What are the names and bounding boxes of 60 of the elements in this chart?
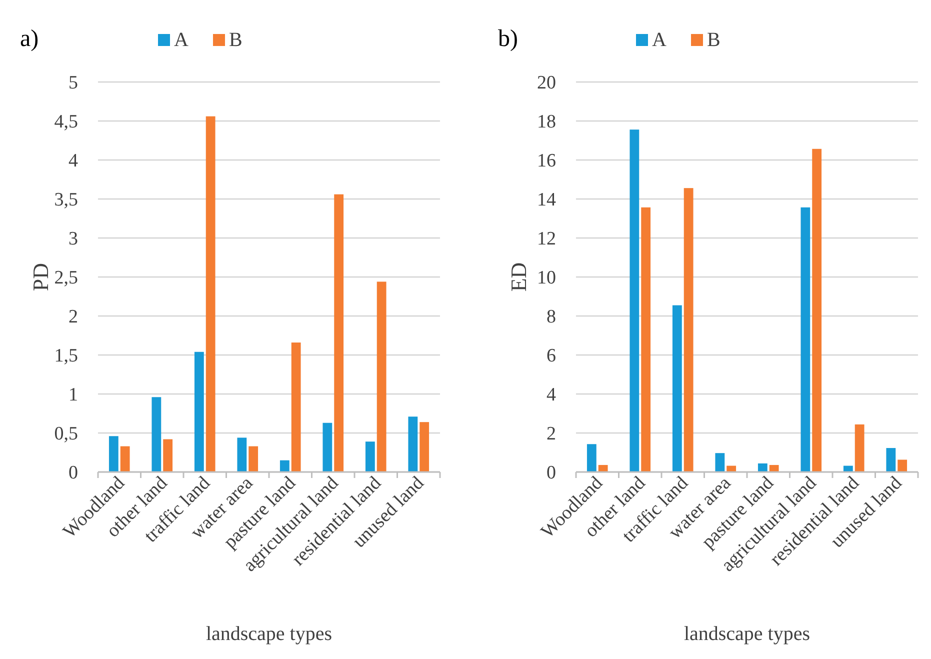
- y-tick-label: 4: [546, 384, 556, 406]
- x-axis-title: landscape types: [206, 623, 332, 645]
- bar: [672, 305, 682, 472]
- bar: [408, 416, 418, 472]
- y-tick-label: 0,5: [54, 424, 78, 445]
- legend-label: A: [652, 29, 667, 51]
- y-tick-label: 2: [68, 306, 78, 328]
- bar: [322, 422, 332, 472]
- chart-title: b): [498, 26, 518, 52]
- bar: [854, 424, 864, 472]
- y-tick-label: 12: [537, 228, 556, 250]
- bar: [248, 446, 258, 472]
- legend-label: B: [707, 29, 720, 51]
- bar: [280, 460, 290, 472]
- y-tick-label: 6: [546, 346, 556, 367]
- bar: [715, 453, 725, 472]
- bar: [630, 130, 640, 472]
- y-tick-label: 3: [68, 228, 78, 250]
- y-tick-label: 20: [537, 72, 556, 94]
- y-tick-label: 2,5: [54, 268, 78, 289]
- y-tick-label: 4: [68, 150, 78, 172]
- bar: [769, 464, 779, 472]
- y-tick-label: 5: [68, 72, 78, 94]
- y-tick-label: 16: [537, 150, 556, 172]
- legend-label: A: [174, 29, 189, 51]
- bar: [758, 463, 768, 472]
- y-tick-label: 3,5: [54, 190, 78, 211]
- y-axis-title: PD: [28, 262, 53, 292]
- bar: [237, 438, 247, 472]
- y-tick-label: 14: [537, 190, 556, 211]
- bar: [886, 448, 896, 472]
- y-tick-label: 1: [68, 384, 78, 406]
- x-axis-title: landscape types: [684, 623, 810, 645]
- bar: [120, 446, 130, 472]
- bar: [586, 444, 596, 472]
- bar: [800, 207, 810, 472]
- bar: [376, 282, 386, 472]
- y-tick-label: 18: [537, 112, 556, 133]
- bar: [365, 442, 375, 472]
- y-tick-label: 4,5: [54, 112, 78, 133]
- bar: [194, 352, 204, 472]
- bar: [206, 116, 216, 472]
- y-tick-label: 2: [546, 424, 556, 445]
- y-tick-label: 8: [546, 306, 556, 328]
- bar: [684, 188, 694, 472]
- legend-label: B: [229, 29, 242, 51]
- bar: [291, 342, 301, 472]
- bar: [108, 436, 118, 472]
- chart-title: a): [20, 26, 39, 52]
- bar: [898, 460, 908, 472]
- bar: [812, 148, 822, 472]
- bar: [163, 439, 173, 472]
- y-tick-label: 10: [537, 268, 556, 289]
- bar: [641, 207, 651, 472]
- y-tick-label: 1,5: [54, 346, 78, 367]
- bar: [420, 422, 430, 472]
- bar: [598, 464, 608, 472]
- bar: [152, 397, 162, 472]
- bar: [334, 194, 344, 472]
- y-axis-title: ED: [506, 262, 531, 292]
